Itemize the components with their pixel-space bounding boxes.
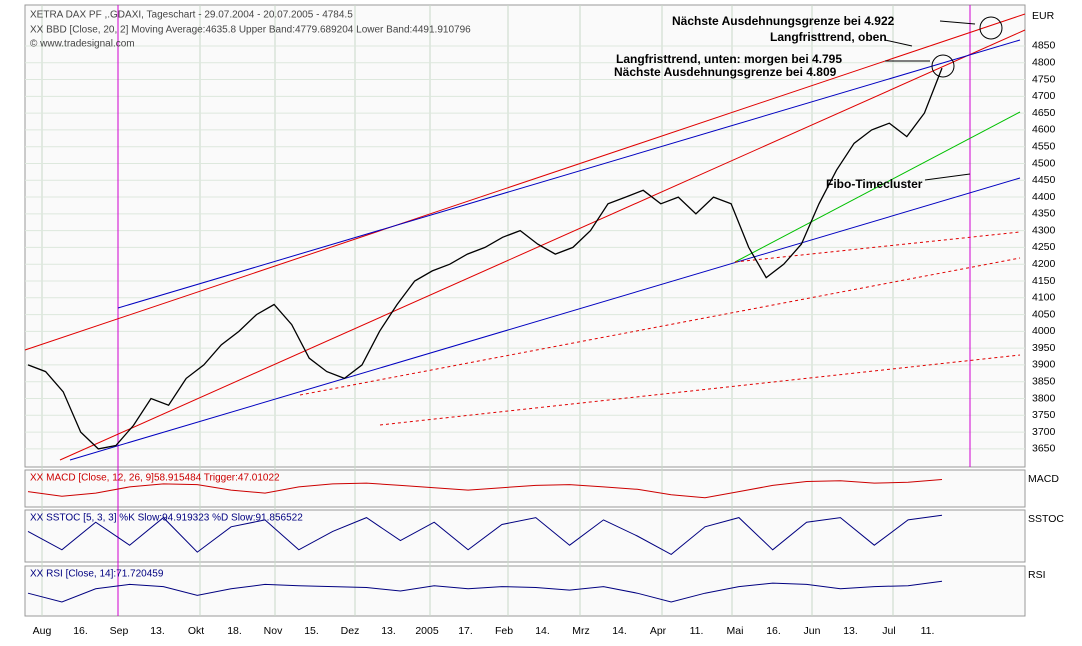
- x-tick-label: 11.: [690, 625, 704, 637]
- annotation: Langfristtrend, oben: [770, 30, 887, 44]
- y-tick-label: 3800: [1032, 392, 1056, 404]
- y-tick-label: 3700: [1032, 426, 1056, 438]
- price-line: [27, 67, 943, 450]
- y-tick-label: 4650: [1032, 107, 1056, 119]
- y-tick-label: 3650: [1032, 443, 1056, 455]
- y-tick-label: 4150: [1032, 275, 1056, 287]
- x-tick-label: Apr: [650, 625, 667, 637]
- subtitle: XX BBD [Close, 20, 2] Moving Average:463…: [30, 25, 471, 36]
- annotation: Fibo-Timecluster: [826, 177, 923, 191]
- x-tick-label: 16.: [766, 625, 781, 637]
- y-tick-label: 3900: [1032, 359, 1056, 371]
- source: © www.tradesignal.com: [30, 39, 135, 50]
- main-panel: [24, 4, 1026, 468]
- y-tick-label: 4400: [1032, 191, 1056, 203]
- title: XETRA DAX PF ,.GDAXI, Tageschart - 29.07…: [30, 10, 353, 21]
- x-tick-label: 13.: [150, 625, 165, 637]
- y-tick-label: 4200: [1032, 258, 1056, 270]
- y-tick-label: 4300: [1032, 224, 1056, 236]
- x-tick-label: Aug: [33, 625, 52, 637]
- sstoc-panel: [24, 509, 1026, 563]
- indicator-label: XX RSI [Close, 14]:71.720459: [30, 569, 164, 580]
- x-tick-label: 15.: [304, 625, 319, 637]
- x-tick-label: 13.: [381, 625, 396, 637]
- x-tick-label: Sep: [110, 625, 129, 637]
- y-axis-label: EUR: [1032, 10, 1055, 22]
- rsi-panel: [24, 565, 1026, 617]
- indicator-line: [27, 580, 943, 603]
- y-tick-label: 4550: [1032, 140, 1056, 152]
- y-tick-label: 3750: [1032, 409, 1056, 421]
- annotation: Nächste Ausdehnungsgrenze bei 4.809: [614, 65, 837, 79]
- x-tick-label: Okt: [188, 625, 204, 637]
- y-tick-label: 4100: [1032, 292, 1056, 304]
- macd-panel: [24, 469, 1026, 508]
- y-tick-label: 4750: [1032, 73, 1056, 85]
- x-tick-label: Dez: [341, 625, 360, 637]
- x-tick-label: Jun: [804, 625, 821, 637]
- x-tick-label: 2005: [415, 625, 439, 637]
- x-tick-label: Nov: [264, 625, 283, 637]
- trendlines: [24, 13, 1026, 461]
- y-tick-label: 4250: [1032, 241, 1056, 253]
- x-tick-label: 14.: [612, 625, 627, 637]
- y-tick-label: 4850: [1032, 40, 1056, 52]
- y-tick-label: 3950: [1032, 342, 1056, 354]
- y-tick-label: 4800: [1032, 57, 1056, 69]
- x-tick-label: 11.: [921, 625, 935, 637]
- y-tick-label: 4500: [1032, 157, 1056, 169]
- x-tick-label: Mrz: [572, 625, 590, 637]
- y-tick-label: 4700: [1032, 90, 1056, 102]
- annotation: Nächste Ausdehnungsgrenze bei 4.922: [672, 14, 895, 28]
- y-tick-label: 4000: [1032, 325, 1056, 337]
- annotation: Langfristtrend, unten: morgen bei 4.795: [616, 52, 842, 66]
- indicator-line: [27, 514, 943, 555]
- y-tick-label: 4050: [1032, 308, 1056, 320]
- x-tick-label: Feb: [495, 625, 513, 637]
- indicator-name: SSTOC: [1028, 513, 1064, 525]
- indicator-line: [27, 479, 943, 499]
- x-tick-label: 18.: [227, 625, 242, 637]
- indicator-label: XX SSTOC [5, 3, 3] %K Slow:94.919323 %D …: [30, 513, 303, 524]
- x-tick-label: 16.: [73, 625, 88, 637]
- x-tick-label: 13.: [843, 625, 858, 637]
- y-tick-label: 3850: [1032, 375, 1056, 387]
- indicator-label: XX MACD [Close, 12, 26, 9]58.915484 Trig…: [30, 473, 280, 484]
- indicator-name: RSI: [1028, 569, 1046, 581]
- y-tick-label: 4600: [1032, 124, 1056, 136]
- x-tick-label: 17.: [458, 625, 473, 637]
- y-tick-label: 4350: [1032, 208, 1056, 220]
- x-tick-label: Mai: [727, 625, 744, 637]
- y-tick-label: 4450: [1032, 174, 1056, 186]
- x-tick-label: Jul: [882, 625, 895, 637]
- indicator-name: MACD: [1028, 473, 1059, 485]
- x-tick-label: 14.: [535, 625, 550, 637]
